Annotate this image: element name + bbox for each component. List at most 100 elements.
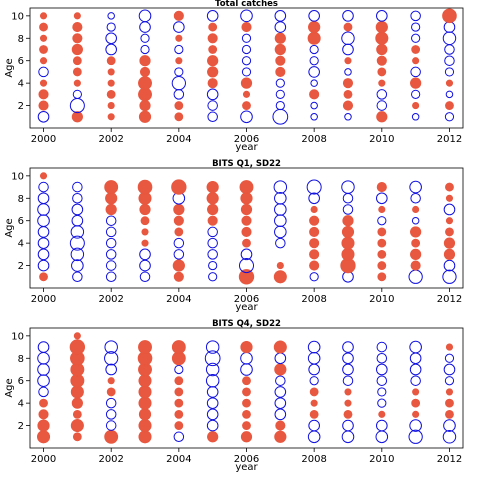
y-tick-label: 6 xyxy=(18,216,24,227)
chart-title: BITS Q4, SD22 xyxy=(212,319,281,329)
negative-residual-point xyxy=(306,179,322,195)
positive-residual-point xyxy=(207,431,219,443)
negative-residual-point xyxy=(342,375,354,386)
y-tick-label: 10 xyxy=(11,11,24,22)
positive-residual-point xyxy=(375,20,388,34)
negative-residual-point xyxy=(443,259,456,272)
positive-residual-point xyxy=(241,215,252,226)
x-tick-label: 2006 xyxy=(234,294,259,305)
negative-residual-point xyxy=(206,386,219,398)
negative-residual-point xyxy=(37,192,50,205)
positive-residual-point xyxy=(242,398,251,408)
positive-residual-point xyxy=(445,194,454,202)
negative-residual-point xyxy=(241,56,252,66)
negative-residual-point xyxy=(409,352,422,365)
negative-residual-point xyxy=(37,351,50,365)
negative-residual-point xyxy=(376,353,388,364)
positive-residual-point xyxy=(274,430,287,443)
y-tick-label: 8 xyxy=(18,354,24,365)
positive-residual-point xyxy=(309,226,320,237)
x-tick-label: 2002 xyxy=(98,294,123,305)
positive-residual-point xyxy=(72,22,83,33)
x-tick-label: 2000 xyxy=(31,454,56,465)
positive-residual-point xyxy=(376,55,387,66)
negative-residual-point xyxy=(105,32,117,45)
negative-residual-point xyxy=(411,113,420,121)
positive-residual-point xyxy=(138,396,152,410)
positive-residual-point xyxy=(445,101,454,110)
positive-residual-point xyxy=(238,269,255,285)
y-tick-label: 8 xyxy=(18,194,24,205)
y-tick-label: 10 xyxy=(11,331,24,342)
negative-residual-point xyxy=(376,363,388,376)
negative-residual-point xyxy=(275,89,285,99)
positive-residual-point xyxy=(377,261,387,270)
negative-residual-point xyxy=(411,216,420,225)
x-tick-label: 2008 xyxy=(301,294,326,305)
positive-residual-point xyxy=(39,79,48,87)
positive-residual-point xyxy=(72,67,82,77)
positive-residual-point xyxy=(410,248,422,260)
negative-residual-point xyxy=(105,215,117,226)
y-tick-label: 8 xyxy=(18,34,24,45)
positive-residual-point xyxy=(174,409,184,419)
negative-residual-point xyxy=(444,67,455,77)
positive-residual-point xyxy=(174,101,184,110)
positive-residual-point xyxy=(138,385,152,399)
positive-residual-point xyxy=(139,55,151,67)
negative-residual-point xyxy=(37,226,50,238)
negative-residual-point xyxy=(443,363,456,376)
positive-residual-point xyxy=(275,55,286,66)
positive-residual-point xyxy=(208,45,218,54)
positive-residual-point xyxy=(377,227,387,237)
negative-residual-point xyxy=(376,375,388,386)
negative-residual-point xyxy=(240,9,253,23)
positive-residual-point xyxy=(73,79,81,87)
negative-residual-point xyxy=(205,340,220,354)
negative-residual-point xyxy=(411,89,421,99)
y-axis-label: Age xyxy=(4,378,15,397)
negative-residual-point xyxy=(208,260,218,271)
positive-residual-point xyxy=(310,399,318,407)
y-axis-label: Age xyxy=(4,58,15,77)
positive-residual-point xyxy=(445,227,454,237)
negative-residual-point xyxy=(173,249,185,260)
negative-residual-point xyxy=(274,191,287,205)
negative-residual-point xyxy=(444,55,455,66)
positive-residual-point xyxy=(37,419,50,432)
positive-residual-point xyxy=(412,57,420,65)
positive-residual-point xyxy=(39,22,48,32)
negative-residual-point xyxy=(442,31,457,46)
negative-residual-point xyxy=(377,398,387,408)
positive-residual-point xyxy=(139,99,151,112)
x-tick-label: 2008 xyxy=(301,454,326,465)
positive-residual-point xyxy=(106,387,116,397)
positive-residual-point xyxy=(107,102,115,110)
chart-panel-1: Total catches 2000 2002 2004 2006 2008 2010 201… xyxy=(4,0,464,153)
negative-residual-point xyxy=(411,22,421,32)
x-tick-label: 2012 xyxy=(437,134,462,145)
negative-residual-point xyxy=(308,10,320,22)
negative-residual-point xyxy=(410,375,421,386)
positive-residual-point xyxy=(207,203,219,216)
positive-residual-point xyxy=(107,377,115,385)
negative-residual-point xyxy=(71,214,84,227)
negative-residual-point xyxy=(238,258,255,274)
negative-residual-point xyxy=(342,193,354,204)
negative-residual-point xyxy=(275,100,285,111)
x-tick-label: 2004 xyxy=(166,454,191,465)
negative-residual-point xyxy=(38,66,49,78)
positive-residual-point xyxy=(273,270,287,284)
negative-residual-point xyxy=(309,56,319,66)
negative-residual-point xyxy=(174,44,184,55)
negative-residual-point xyxy=(37,203,50,216)
positive-residual-point xyxy=(173,215,184,226)
positive-residual-point xyxy=(240,77,253,89)
positive-residual-point xyxy=(37,430,51,444)
negative-residual-point xyxy=(309,272,319,282)
negative-residual-point xyxy=(307,340,321,354)
negative-residual-point xyxy=(140,33,150,43)
positive-residual-point xyxy=(273,340,287,354)
x-tick-label: 2002 xyxy=(98,454,123,465)
